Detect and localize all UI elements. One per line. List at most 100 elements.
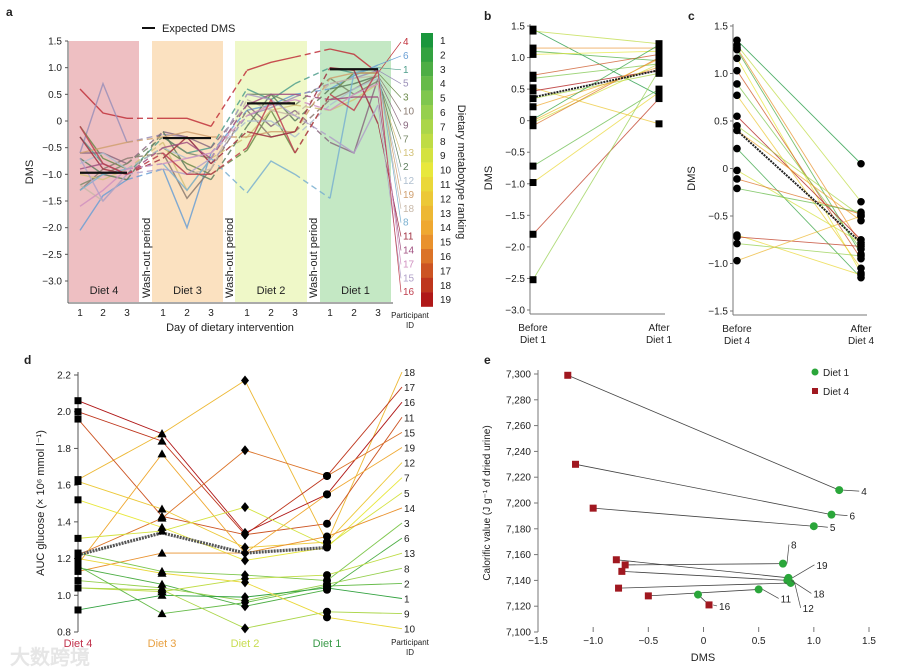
pair-line (616, 559, 789, 579)
y-tick-label: 0.5 (48, 90, 62, 101)
data-point-square (74, 577, 82, 585)
participant-line (736, 70, 862, 259)
data-point-square (655, 60, 663, 68)
x-tick-label: 1.0 (807, 636, 821, 647)
participant-line (162, 141, 212, 159)
data-point-square (655, 120, 663, 128)
participant-line (79, 152, 128, 170)
data-point-diamond (241, 623, 249, 634)
data-point-circle (857, 264, 865, 273)
data-point-triangle (157, 436, 167, 445)
pair-line (567, 374, 840, 491)
participant-leader-line (326, 582, 403, 587)
day-tick-label: 3 (124, 308, 130, 319)
participant-washout-line (126, 147, 164, 170)
data-point-circle (733, 239, 741, 248)
participant-leader-line (326, 492, 403, 547)
participant-leader-line (377, 104, 402, 279)
point-leader-line (817, 525, 828, 528)
data-point-circle (323, 519, 331, 528)
participant-washout-line (126, 168, 164, 181)
participant-id-label: 19 (816, 561, 828, 572)
panel-label-b: b (484, 9, 491, 23)
x-tick-label: −1.5 (528, 636, 548, 647)
diet4-point (615, 584, 623, 592)
participant-line (162, 131, 212, 181)
data-point-circle (733, 175, 741, 183)
colorbar-cell (421, 133, 433, 149)
data-point-square (74, 606, 82, 614)
colorbar-rank-label: 8 (440, 137, 446, 148)
participant-line (532, 53, 660, 76)
participant-line (162, 136, 212, 160)
colorbar-cell (421, 205, 433, 221)
participant-line (77, 558, 328, 618)
participant-line (79, 81, 128, 154)
participant-washout-line (126, 136, 164, 144)
participant-line (736, 130, 862, 222)
y-tick-label: 1.6 (57, 481, 71, 492)
data-point-square (529, 117, 537, 125)
washout-label: Wash-out period (141, 218, 153, 298)
participant-line (162, 152, 212, 200)
panel-label-d: d (24, 353, 31, 367)
participant-id-label: 12 (404, 459, 416, 470)
participant-leader-line (377, 55, 402, 66)
data-point-circle (323, 607, 331, 616)
y-tick-label: 0.8 (57, 628, 71, 639)
panel-label-c: c (688, 9, 695, 23)
participant-id-label: 8 (404, 564, 410, 575)
data-point-square (529, 95, 537, 103)
y-tick-label: 0.5 (511, 85, 525, 96)
diet1-point (778, 559, 787, 568)
participant-line (246, 160, 296, 194)
participant-line (246, 56, 296, 71)
colorbar-rank-label: 5 (440, 94, 446, 105)
participant-line (77, 567, 328, 607)
diet-block-label: Diet 4 (90, 285, 119, 297)
participant-id-label: 18 (403, 204, 415, 215)
participant-washout-line (126, 152, 164, 175)
data-point-circle (733, 45, 741, 54)
participant-id-label: 15 (404, 428, 416, 439)
data-point-triangle (157, 568, 167, 577)
participant-id-label: 13 (403, 148, 415, 159)
participant-line (532, 69, 660, 280)
panel-e: 7,300 7,280 7,260 7,240 7,220 7,200 7,180 7,160… (482, 368, 876, 664)
participant-washout-line (126, 157, 164, 175)
y-tick-label: −2.5 (42, 250, 62, 261)
participant-id-label: 10 (403, 107, 415, 118)
participant-line (162, 157, 212, 192)
colorbar-cell (421, 148, 433, 163)
colorbar-rank-label: 16 (440, 252, 452, 263)
participant-line (77, 587, 328, 629)
participant-id-label: 11 (404, 413, 415, 424)
point-leader-line (843, 489, 860, 492)
participant-washout-line (294, 83, 331, 98)
diet4-point (705, 601, 713, 609)
y-tick-label: 7,300 (506, 370, 531, 381)
participant-line (77, 580, 328, 602)
pair-line (625, 563, 783, 566)
day-tick-label: 2 (351, 308, 357, 319)
colorbar-rank-label: 18 (440, 281, 452, 292)
participant-id-label: 4 (861, 487, 867, 498)
participant-leader-line (326, 507, 403, 537)
participant-id-label: 3 (403, 93, 409, 104)
y-tick-label: 0 (722, 164, 728, 175)
colorbar-rank-label: 6 (440, 108, 446, 119)
participant-id-label: 18 (404, 368, 416, 379)
data-point-square (74, 562, 82, 570)
colorbar-cell (421, 249, 433, 264)
y-tick-label: 1.0 (511, 53, 525, 64)
participant-id-label: 7 (404, 474, 410, 485)
participant-washout-line (126, 147, 164, 175)
y-tick-label: −2.0 (505, 242, 525, 253)
data-point-circle (857, 252, 865, 260)
participant-id-label: 1 (403, 65, 409, 76)
participant-line (532, 63, 660, 79)
participant-id-label: 19 (403, 190, 415, 201)
participant-washout-line (294, 173, 331, 199)
participant-washout-line (294, 98, 331, 112)
participant-line (736, 148, 862, 279)
